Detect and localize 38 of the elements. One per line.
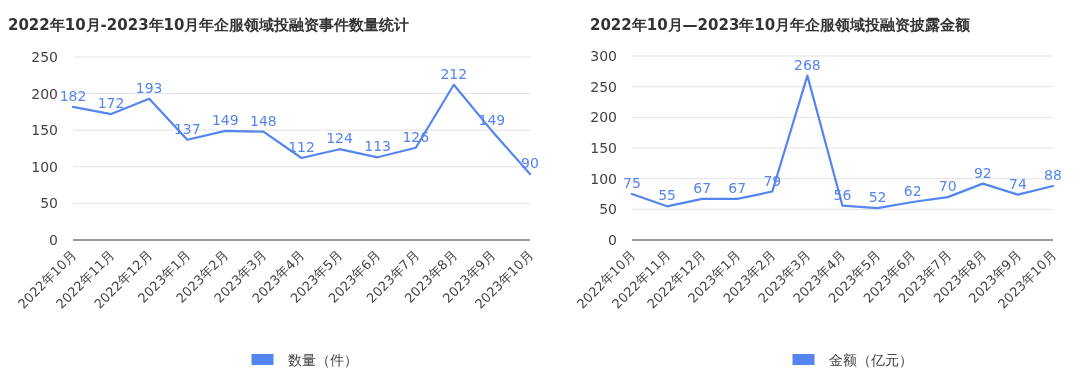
y-tick-label: 50 <box>40 195 58 212</box>
y-tick-label: 100 <box>31 158 58 175</box>
y-tick-label: 250 <box>590 78 617 95</box>
data-label: 212 <box>440 65 468 82</box>
data-label: 67 <box>728 179 747 196</box>
data-label: 268 <box>794 56 821 73</box>
data-label: 74 <box>1009 175 1027 192</box>
legend-label: 金额（亿元） <box>828 352 913 368</box>
data-label: 67 <box>693 179 712 196</box>
chart-title: 2022年10月—2023年10月年企服领域投融资披露金额 <box>590 16 972 34</box>
y-tick-label: 150 <box>590 140 617 156</box>
data-label: 55 <box>658 187 676 204</box>
y-tick-label: 50 <box>599 201 617 218</box>
chart-title: 2022年10月-2023年10月年企服领域投融资事件数量统计 <box>8 16 410 34</box>
data-label: 193 <box>135 79 163 96</box>
y-tick-label: 200 <box>590 109 617 126</box>
data-label: 124 <box>326 130 354 147</box>
y-tick-label: 300 <box>590 48 617 64</box>
data-label: 62 <box>903 182 922 199</box>
legend-label: 数量（件） <box>287 352 358 368</box>
y-tick-label: 100 <box>590 170 617 187</box>
data-label: 172 <box>97 95 125 112</box>
y-tick-label: 150 <box>31 122 58 139</box>
data-label: 52 <box>868 189 887 206</box>
data-label: 113 <box>364 138 392 155</box>
y-tick-label: 200 <box>31 85 58 102</box>
data-label: 90 <box>521 155 539 172</box>
y-tick-label: 0 <box>49 232 58 248</box>
data-label: 112 <box>288 139 315 156</box>
data-label: 182 <box>59 87 87 104</box>
data-label: 149 <box>211 111 239 128</box>
data-label: 92 <box>973 164 992 181</box>
data-label: 148 <box>250 112 277 129</box>
data-label: 70 <box>938 178 957 195</box>
data-label: 88 <box>1044 167 1062 184</box>
y-tick-label: 250 <box>31 49 58 65</box>
y-tick-label: 0 <box>608 232 617 248</box>
data-label: 75 <box>623 175 641 191</box>
